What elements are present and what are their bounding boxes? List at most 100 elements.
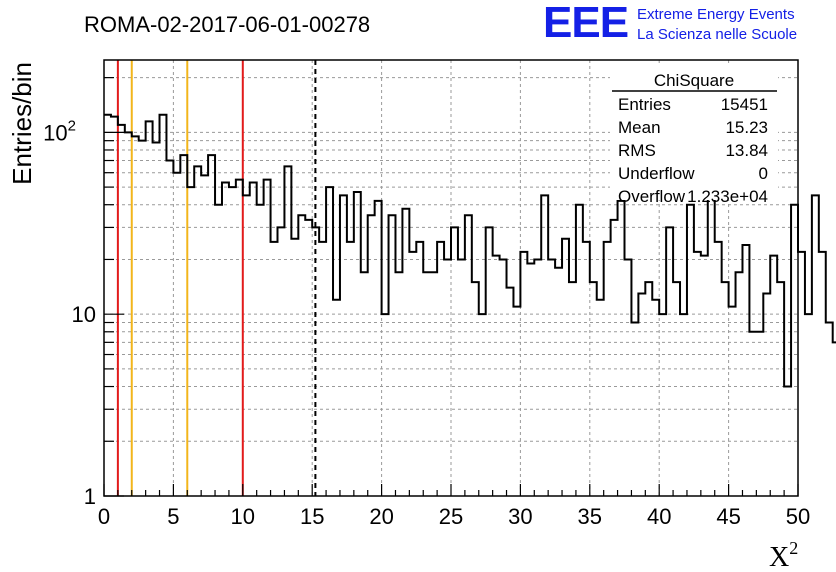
histogram-bin: [729, 307, 736, 496]
histogram-bin: [222, 182, 229, 496]
histogram-bin: [680, 314, 687, 496]
stats-row-label: Entries: [618, 95, 671, 114]
histogram-bin: [416, 242, 423, 496]
x-tick-label: 45: [716, 504, 740, 529]
x-tick-labels: 0 5 10 15 20 25 30 35 40 45 50: [98, 504, 810, 529]
stats-row-value: 0: [759, 164, 768, 183]
histogram-bin: [326, 187, 333, 496]
histogram-bin: [826, 322, 833, 496]
histogram-bin: [160, 115, 167, 496]
stats-row-value: 13.84: [725, 141, 768, 160]
y-tick-label: 102: [43, 117, 76, 145]
histogram-bin: [500, 259, 507, 496]
x-tick-label: 25: [439, 504, 463, 529]
histogram-bin: [673, 282, 680, 496]
histogram-bin: [805, 314, 812, 496]
axis-ticks: [103, 77, 799, 497]
histogram-bin: [562, 239, 569, 496]
histogram-bin: [451, 227, 458, 496]
histogram-bin: [604, 242, 611, 496]
histogram-bin: [382, 314, 389, 496]
histogram-bin: [736, 272, 743, 496]
histogram-bin: [548, 259, 555, 496]
histogram-bin: [278, 227, 285, 496]
histogram-bin: [756, 332, 763, 496]
x-tick-label: 15: [300, 504, 324, 529]
histogram-bin: [534, 259, 541, 496]
histogram-bin: [583, 242, 590, 496]
histogram-bin: [125, 132, 132, 496]
y-tick-labels: 1 10 102: [43, 117, 96, 509]
histogram-bin: [472, 282, 479, 496]
histogram-bin: [812, 195, 819, 496]
histogram-bin: [576, 205, 583, 496]
histogram-bin: [520, 252, 527, 496]
histogram-bin: [597, 300, 604, 496]
histogram-bin: [715, 242, 722, 496]
histogram-bin: [333, 300, 340, 496]
histogram-bin: [465, 215, 472, 496]
histogram-bin: [361, 272, 368, 496]
histogram-bin: [284, 166, 291, 496]
histogram-bin: [166, 161, 173, 496]
histogram-bin: [645, 282, 652, 496]
histogram-bin: [375, 201, 382, 496]
histogram-bin: [708, 195, 715, 496]
histogram-bin: [312, 227, 319, 496]
histogram-bin: [444, 259, 451, 496]
histogram-bin: [611, 220, 618, 496]
x-tick-label: 35: [578, 504, 602, 529]
histogram-bin: [347, 242, 354, 496]
histogram-bin: [791, 205, 798, 496]
histogram-bin: [507, 288, 514, 496]
x-tick-label: 50: [786, 504, 810, 529]
histogram-bin: [742, 245, 749, 496]
stats-box-background: [610, 66, 778, 200]
y-axis-label: Entries/bin: [7, 62, 37, 185]
histogram-bin: [458, 259, 465, 496]
histogram-bin: [798, 252, 805, 496]
histogram-bin: [271, 242, 278, 496]
x-tick-label: 40: [647, 504, 671, 529]
histogram-bin: [784, 387, 791, 496]
histogram-bin: [618, 201, 625, 496]
x-tick-label: 20: [369, 504, 393, 529]
histogram-bin: [305, 220, 312, 496]
histogram-bin: [229, 187, 236, 496]
histogram-bin: [659, 314, 666, 496]
stats-box: ChiSquare Entries 15451 Mean 15.23 RMS 13.84 U…: [610, 66, 778, 206]
stats-row-label: Overflow: [618, 187, 686, 206]
histogram-bin: [513, 307, 520, 496]
histogram-outline: [104, 113, 836, 388]
logo-line-1: Extreme Energy Events: [637, 6, 795, 23]
histogram-bin: [153, 142, 160, 496]
histogram-bin: [236, 180, 243, 496]
stats-title: ChiSquare: [654, 71, 734, 90]
x-tick-label: 30: [508, 504, 532, 529]
x-tick-label: 5: [167, 504, 179, 529]
histogram-bin: [527, 263, 534, 496]
histogram-bin: [479, 314, 486, 496]
histogram-bin: [173, 173, 180, 496]
histogram-bin: [389, 215, 396, 496]
histogram-bin: [423, 272, 430, 496]
stats-row-label: RMS: [618, 141, 656, 160]
stats-row-value: 1.233e+04: [687, 187, 768, 206]
histogram-bin: [354, 192, 361, 496]
logo-line-2: La Scienza nelle Scuole: [637, 26, 797, 43]
histogram-bin: [638, 293, 645, 496]
histogram-bin: [430, 272, 437, 496]
stats-row-value: 15.23: [725, 118, 768, 137]
histogram-bin: [631, 322, 638, 496]
x-tick-label: 0: [98, 504, 110, 529]
histogram-bin: [437, 242, 444, 496]
y-tick-label: 1: [84, 484, 96, 509]
histogram-bin: [493, 256, 500, 496]
histogram-bin: [590, 282, 597, 496]
histogram-bin: [368, 215, 375, 496]
x-axis-label: X2: [769, 538, 798, 572]
histogram-bin: [180, 155, 187, 496]
histogram-bin: [770, 256, 777, 496]
logo-text: EEE: [543, 0, 628, 47]
